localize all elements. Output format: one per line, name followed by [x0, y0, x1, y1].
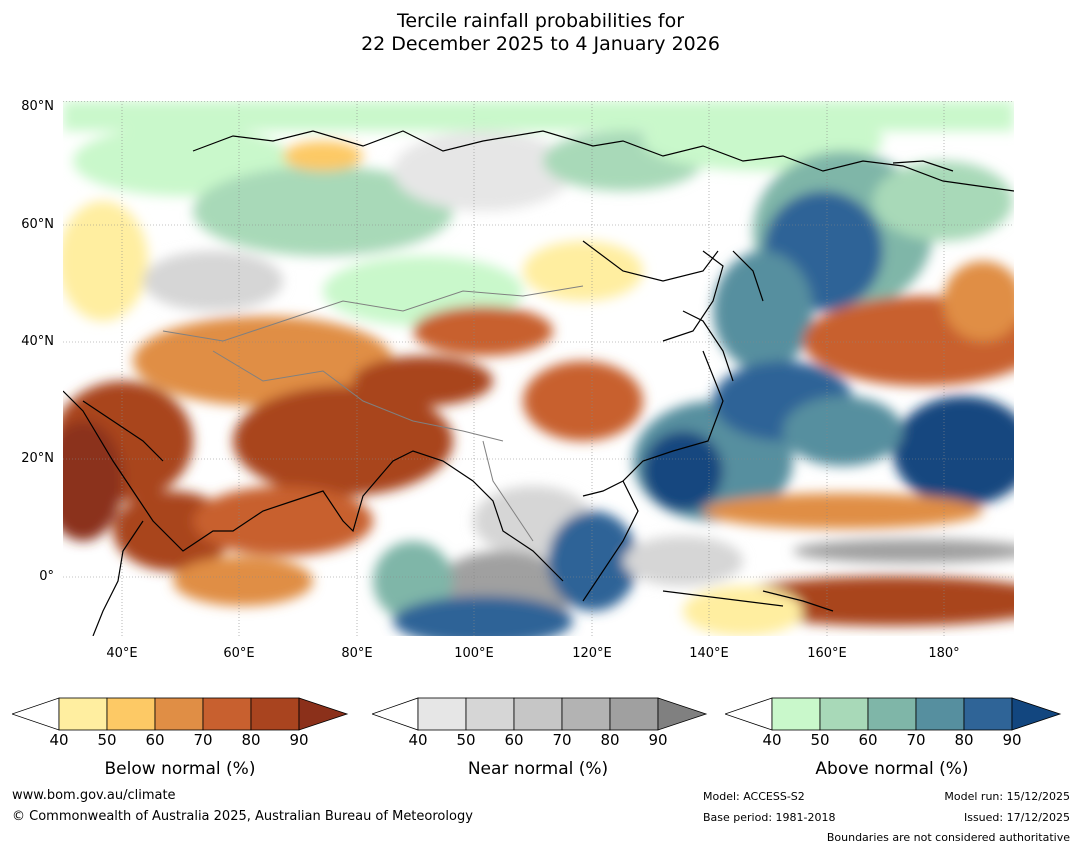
lon-label-80e: 80°E [341, 646, 373, 661]
colorbar-near-swatch [609, 697, 659, 731]
colorbar-below-swatch [202, 697, 252, 731]
colorbar-near-swatch [465, 697, 515, 731]
footer-disclaimer: Boundaries are not considered authoritat… [826, 831, 1070, 844]
colorbar-near [372, 697, 708, 731]
colorbar-near-max-triangle [657, 697, 708, 731]
rainfall-probability-map [63, 101, 1014, 636]
lon-label-100e: 100°E [454, 646, 494, 661]
lon-label-160e: 160°E [807, 646, 847, 661]
colorbar-below [12, 697, 349, 731]
colorbar-above-swatch [915, 697, 965, 731]
lat-label-80n: 80°N [21, 99, 54, 114]
colorbar-near-label: Near normal (%) [467, 759, 609, 779]
colorbar-near-swatch [513, 697, 563, 731]
colorbar-above-swatch [819, 697, 869, 731]
colorbar-above-tick: 50 [810, 731, 830, 749]
colorbar-near-swatch [417, 697, 467, 731]
colorbar-above-swatch [867, 697, 917, 731]
colorbar-below-tick: 70 [193, 731, 213, 749]
footer-website: www.bom.gov.au/climate [12, 788, 176, 803]
footer-copyright: © Commonwealth of Australia 2025, Austra… [12, 809, 473, 824]
colorbar-below-swatch [58, 697, 108, 731]
title-line-2: 22 December 2025 to 4 January 2026 [361, 33, 720, 55]
colorbar-below-label: Below normal (%) [104, 759, 256, 779]
colorbar-above-label: Above normal (%) [815, 759, 969, 779]
colorbar-below-tick: 90 [289, 731, 309, 749]
colorbar-near-min-triangle [372, 697, 419, 731]
colorbar-below-swatch [154, 697, 204, 731]
lon-label-120e: 120°E [572, 646, 612, 661]
colorbar-near-tick: 40 [408, 731, 428, 749]
footer-model-run: Model run: 15/12/2025 [944, 790, 1070, 803]
footer-model: Model: ACCESS-S2 [703, 790, 805, 803]
colorbar-below-tick: 50 [97, 731, 117, 749]
lon-label-60e: 60°E [223, 646, 255, 661]
colorbar-near-tick: 70 [552, 731, 572, 749]
colorbar-above [725, 697, 1062, 731]
colorbar-above-swatch [771, 697, 821, 731]
colorbar-near-swatch [561, 697, 611, 731]
colorbar-above-swatch [963, 697, 1013, 731]
lon-label-140e: 140°E [689, 646, 729, 661]
colorbar-above-tick: 80 [954, 731, 974, 749]
map-title: Tercile rainfall probabilities for 22 De… [0, 10, 1081, 56]
colorbar-above-tick: 70 [906, 731, 926, 749]
map-svg [63, 101, 1014, 636]
lat-label-60n: 60°N [21, 217, 54, 232]
colorbar-below-tick: 40 [49, 731, 69, 749]
colorbar-near-tick: 90 [648, 731, 668, 749]
footer-base-period: Base period: 1981-2018 [703, 811, 836, 824]
lat-label-0: 0° [39, 569, 54, 584]
probability-field [63, 101, 1014, 636]
footer-issued: Issued: 17/12/2025 [963, 811, 1070, 824]
lon-label-40e: 40°E [106, 646, 138, 661]
colorbar-below-min-triangle [12, 697, 60, 731]
colorbar-above-min-triangle [725, 697, 773, 731]
country-borders [162, 285, 584, 542]
colorbar-near-tick: 60 [504, 731, 524, 749]
colorbar-below-swatch [250, 697, 300, 731]
title-line-1: Tercile rainfall probabilities for [396, 10, 685, 32]
graticule [63, 101, 1014, 636]
colorbar-below-tick: 60 [145, 731, 165, 749]
colorbar-above-max-triangle [1011, 697, 1062, 731]
colorbar-below-max-triangle [298, 697, 349, 731]
colorbar-above-tick: 60 [858, 731, 878, 749]
colorbar-above-tick: 40 [762, 731, 782, 749]
lat-label-40n: 40°N [21, 334, 54, 349]
colorbar-above-tick: 90 [1002, 731, 1022, 749]
colorbar-near-tick: 80 [600, 731, 620, 749]
colorbar-near-tick: 50 [456, 731, 476, 749]
lon-label-180: 180° [928, 646, 960, 661]
colorbar-below-swatch [106, 697, 156, 731]
colorbar-below-tick: 80 [241, 731, 261, 749]
coastlines [63, 130, 1014, 636]
lat-label-20n: 20°N [21, 451, 54, 466]
